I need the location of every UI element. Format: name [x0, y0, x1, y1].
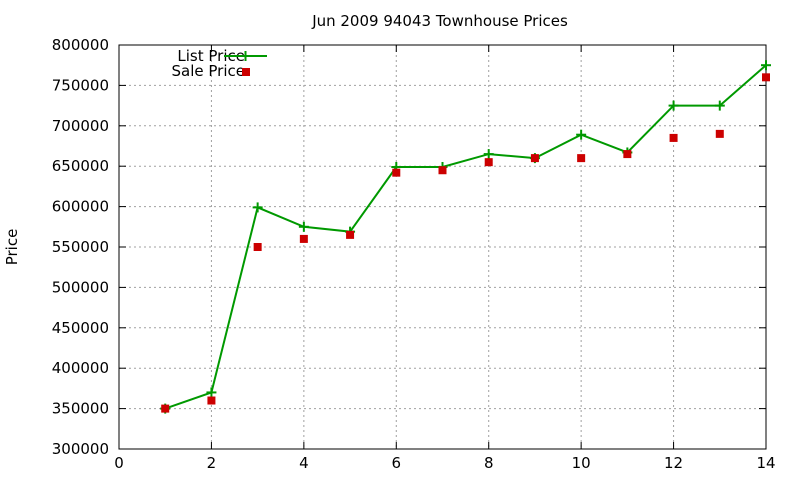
y-tick-label: 800000 [52, 36, 109, 54]
data-point-list-price [668, 100, 679, 111]
data-point-sale-price [346, 230, 355, 239]
data-point-sale-price [161, 404, 170, 413]
x-tick-label: 14 [756, 454, 775, 472]
data-point-sale-price [530, 154, 539, 163]
data-point-sale-price [392, 168, 401, 177]
x-axis: 0 2 4 6 8 10 12 14 [114, 45, 776, 472]
x-tick-label: 12 [664, 454, 683, 472]
data-point-sale-price [253, 243, 262, 251]
data-point-sale-price [669, 133, 678, 142]
legend-marker-list-price [240, 51, 251, 61]
y-axis-label: Price [3, 229, 21, 266]
grid-lines [119, 45, 766, 449]
data-point-list-price [576, 129, 587, 140]
data-point-list-price [761, 60, 771, 71]
data-point-list-price [483, 149, 494, 160]
y-tick-label: 450000 [52, 319, 109, 337]
legend-label-sale-price: Sale Price [172, 62, 245, 80]
legend-plus [240, 51, 251, 61]
data-point-list-price [298, 221, 309, 232]
y-tick-label: 500000 [52, 278, 109, 296]
series-line-list-price [164, 64, 767, 410]
data-point-sale-price [484, 158, 493, 167]
data-point-sale-price [577, 154, 586, 163]
data-point-sale-price [715, 129, 724, 138]
x-tick-label: 2 [207, 454, 217, 472]
legend-square [242, 68, 250, 76]
y-tick-label: 350000 [52, 400, 109, 418]
data-point-sale-price [438, 166, 447, 175]
y-tick-label: 650000 [52, 157, 109, 175]
x-tick-label: 0 [114, 454, 124, 472]
x-tick-label: 6 [392, 454, 402, 472]
y-axis: 300000 350000 400000 450000 500000 550000 6000… [52, 36, 766, 458]
data-point-list-price [714, 100, 725, 111]
x-tick-label: 10 [572, 454, 591, 472]
legend: List Price Sale Price [172, 47, 267, 80]
y-tick-label: 750000 [52, 76, 109, 94]
legend-label-list-price: List Price [177, 47, 245, 65]
data-point-sale-price [762, 73, 770, 82]
y-tick-label: 700000 [52, 117, 109, 135]
data-point-list-price [206, 387, 217, 398]
y-tick-label: 300000 [52, 440, 109, 458]
series-layer [160, 60, 771, 414]
y-tick-label: 600000 [52, 198, 109, 216]
data-point-sale-price [299, 234, 308, 243]
y-tick-label: 400000 [52, 359, 109, 377]
legend-marker-sale-price [242, 68, 250, 76]
data-point-sale-price [207, 396, 216, 405]
x-tick-label: 8 [484, 454, 494, 472]
chart-title: Jun 2009 94043 Townhouse Prices [311, 12, 568, 30]
data-point-sale-price [623, 150, 632, 159]
x-tick-label: 4 [299, 454, 309, 472]
data-point-list-price [252, 202, 263, 213]
y-tick-label: 550000 [52, 238, 109, 256]
